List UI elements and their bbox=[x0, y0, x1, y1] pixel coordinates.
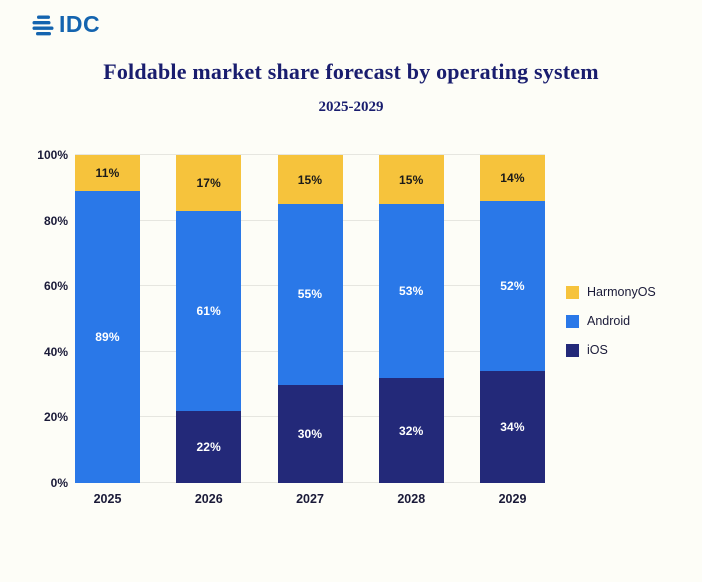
segment-value-label: 55% bbox=[297, 287, 323, 302]
segment-android-2026: 61% bbox=[176, 210, 242, 411]
idc-logo-text: IDC bbox=[59, 11, 101, 37]
segment-value-label: 30% bbox=[297, 426, 323, 441]
chart-subtitle: 2025-2029 bbox=[318, 99, 384, 115]
y-tick-label: 100% bbox=[37, 148, 68, 162]
y-tick-label: 20% bbox=[43, 410, 68, 425]
y-tick-label: 80% bbox=[43, 213, 68, 228]
bar-2026: 17% 61% 22% bbox=[176, 155, 242, 483]
segment-android-2029: 52% bbox=[480, 200, 545, 372]
segment-harmonyos-2028: 15% bbox=[378, 155, 444, 205]
bar-2027: 15% 55% 30% bbox=[277, 155, 343, 483]
legend: HarmonyOS Android iOS bbox=[566, 285, 656, 357]
gridline bbox=[75, 154, 545, 155]
legend-label: HarmonyOS bbox=[587, 285, 656, 299]
legend-label: iOS bbox=[587, 343, 608, 357]
plot-area: 11% 89% 17% 61% 22% 15% 55% 30% 15% 53% 32% 14% 52% 3… bbox=[75, 154, 545, 483]
legend-item-android: Android bbox=[566, 314, 656, 328]
segment-value-label: 11% bbox=[95, 166, 120, 181]
segment-android-2025: 89% bbox=[75, 191, 140, 483]
segment-value-label: 17% bbox=[196, 175, 222, 190]
x-tick-label-2026: 2026 bbox=[194, 492, 223, 506]
idc-logo-icon bbox=[32, 15, 54, 35]
segment-value-label: 61% bbox=[196, 303, 222, 318]
segment-android-2027: 55% bbox=[277, 204, 343, 385]
segment-value-label: 15% bbox=[398, 172, 424, 187]
legend-swatch-android bbox=[566, 314, 579, 328]
segment-harmonyos-2029: 14% bbox=[480, 155, 545, 201]
y-tick-label: 60% bbox=[43, 279, 68, 294]
legend-swatch-harmonyos bbox=[566, 285, 579, 299]
x-tick-label-2027: 2027 bbox=[296, 492, 324, 506]
segment-value-label: 14% bbox=[500, 170, 525, 185]
legend-swatch-ios bbox=[566, 343, 579, 357]
segment-harmonyos-2027: 15% bbox=[277, 155, 343, 205]
segment-ios-2029: 34% bbox=[480, 371, 545, 483]
segment-value-label: 34% bbox=[500, 420, 525, 435]
segment-ios-2027: 30% bbox=[277, 384, 343, 483]
x-tick-label-2028: 2028 bbox=[397, 492, 426, 506]
segment-ios-2028: 32% bbox=[378, 378, 444, 483]
x-tick-label-2025: 2025 bbox=[93, 492, 122, 506]
y-axis: 0% 20% 40% 60% 80% 100% bbox=[28, 148, 68, 490]
segment-value-label: 15% bbox=[297, 172, 323, 187]
x-axis: 2025 2026 2027 2028 2029 bbox=[75, 492, 545, 506]
legend-label: Android bbox=[587, 314, 631, 328]
segment-value-label: 53% bbox=[398, 284, 424, 299]
legend-item-ios: iOS bbox=[566, 343, 656, 357]
chart-area: 0% 20% 40% 60% 80% 100% 11% 89% 17% 61% 22% 15% 55%… bbox=[28, 148, 545, 490]
x-tick-label-2029: 2029 bbox=[498, 492, 527, 506]
segment-value-label: 22% bbox=[196, 439, 222, 454]
segment-harmonyos-2026: 17% bbox=[176, 155, 242, 211]
bar-2029: 14% 52% 34% bbox=[480, 155, 545, 483]
segment-value-label: 89% bbox=[95, 330, 120, 345]
idc-logo: IDC bbox=[30, 11, 100, 38]
segment-harmonyos-2025: 11% bbox=[75, 155, 140, 192]
segment-android-2028: 53% bbox=[378, 204, 444, 379]
bars: 11% 89% 17% 61% 22% 15% 55% 30% 15% 53% 32% 14% 52% 3… bbox=[75, 155, 545, 483]
segment-value-label: 52% bbox=[500, 279, 525, 294]
segment-value-label: 32% bbox=[398, 423, 424, 438]
bar-2028: 15% 53% 32% bbox=[378, 155, 444, 483]
y-tick-label: 40% bbox=[43, 344, 68, 359]
legend-item-harmonyos: HarmonyOS bbox=[566, 285, 656, 299]
chart-title: Foldable market share forecast by operat… bbox=[103, 59, 599, 84]
segment-ios-2026: 22% bbox=[176, 410, 242, 483]
bar-2025: 11% 89% bbox=[75, 155, 140, 483]
y-tick-label: 0% bbox=[50, 476, 68, 490]
